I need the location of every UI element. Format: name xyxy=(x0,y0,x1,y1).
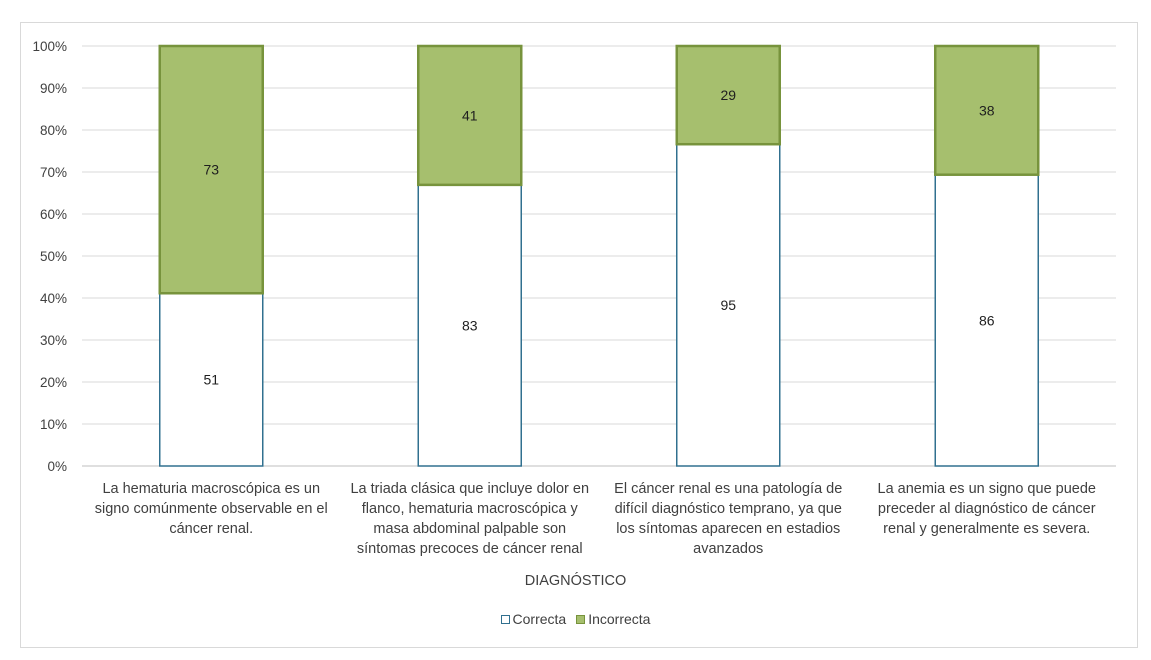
y-tick-label: 40% xyxy=(40,291,67,306)
category-label-line: El cáncer renal es una patología de xyxy=(614,481,843,497)
legend-label-correcta: Correcta xyxy=(512,611,567,627)
data-label-incorrecta-4: 38 xyxy=(979,102,995,118)
category-label-line: avanzados xyxy=(693,541,764,557)
bar-correcta-2 xyxy=(417,184,522,467)
legend-swatch-incorrecta xyxy=(576,614,586,624)
category-label-2: La triada clásica que incluye dolor en fl… xyxy=(339,479,601,559)
legend: Correcta Incorrecta xyxy=(0,611,1151,627)
bar-incorrecta-2 xyxy=(417,44,523,187)
bar-incorrecta-1 xyxy=(158,44,264,295)
category-label-line: renal y generalmente es severa. xyxy=(883,521,1091,537)
y-tick-label: 0% xyxy=(47,459,67,474)
category-label-1: La hematuria macroscópica es un signo com… xyxy=(80,479,342,539)
category-label-3: El cáncer renal es una patología de difíc… xyxy=(597,479,859,559)
y-tick-label: 10% xyxy=(40,417,67,432)
category-label-line: difícil diagnóstico temprano, ya que xyxy=(614,501,842,517)
category-label-line: signo comúnmente observable en el xyxy=(94,501,328,517)
data-label-incorrecta-3: 29 xyxy=(720,87,736,103)
category-label-line: cáncer renal. xyxy=(169,521,254,537)
y-tick-label: 30% xyxy=(40,333,67,348)
legend-item-incorrecta: Incorrecta xyxy=(576,611,650,627)
category-label-line: La hematuria macroscópica es un xyxy=(102,481,321,497)
bar-correcta-1 xyxy=(159,292,264,467)
data-label-correcta-4: 86 xyxy=(979,312,995,328)
legend-item-correcta: Correcta xyxy=(500,611,567,627)
category-label-4: La anemia es un signo que puede preceder … xyxy=(856,479,1118,539)
x-axis-title: DIAGNÓSTICO xyxy=(524,573,627,589)
y-tick-label: 50% xyxy=(40,249,67,264)
category-label-line: los síntomas aparecen en estadios xyxy=(616,521,841,537)
bar-correcta-4 xyxy=(934,173,1039,467)
y-tick-label: 70% xyxy=(40,165,67,180)
category-label-line: La triada clásica que incluye dolor en xyxy=(350,481,590,497)
y-tick-label: 80% xyxy=(40,123,67,138)
data-label-correcta-1: 51 xyxy=(203,372,219,388)
category-label-line: flanco, hematuria macroscópica y xyxy=(361,501,578,517)
y-tick-label: 60% xyxy=(40,207,67,222)
category-label-line: preceder al diagnóstico de cáncer xyxy=(877,501,1096,517)
legend-swatch-correcta xyxy=(500,614,510,624)
bar-incorrecta-3 xyxy=(675,44,781,146)
legend-label-incorrecta: Incorrecta xyxy=(588,611,651,627)
category-label-line: La anemia es un signo que puede xyxy=(877,481,1096,497)
data-label-correcta-2: 83 xyxy=(462,317,478,333)
y-tick-label: 90% xyxy=(40,81,67,96)
y-tick-label: 20% xyxy=(40,375,67,390)
data-label-incorrecta-2: 41 xyxy=(462,107,478,123)
bar-incorrecta-4 xyxy=(934,44,1040,176)
y-tick-label: 100% xyxy=(32,39,67,54)
category-label-line: síntomas precoces de cáncer renal xyxy=(356,541,583,557)
data-label-correcta-3: 95 xyxy=(720,297,736,313)
category-label-line: masa abdominal palpable son xyxy=(373,521,567,537)
data-label-incorrecta-1: 73 xyxy=(203,162,219,178)
